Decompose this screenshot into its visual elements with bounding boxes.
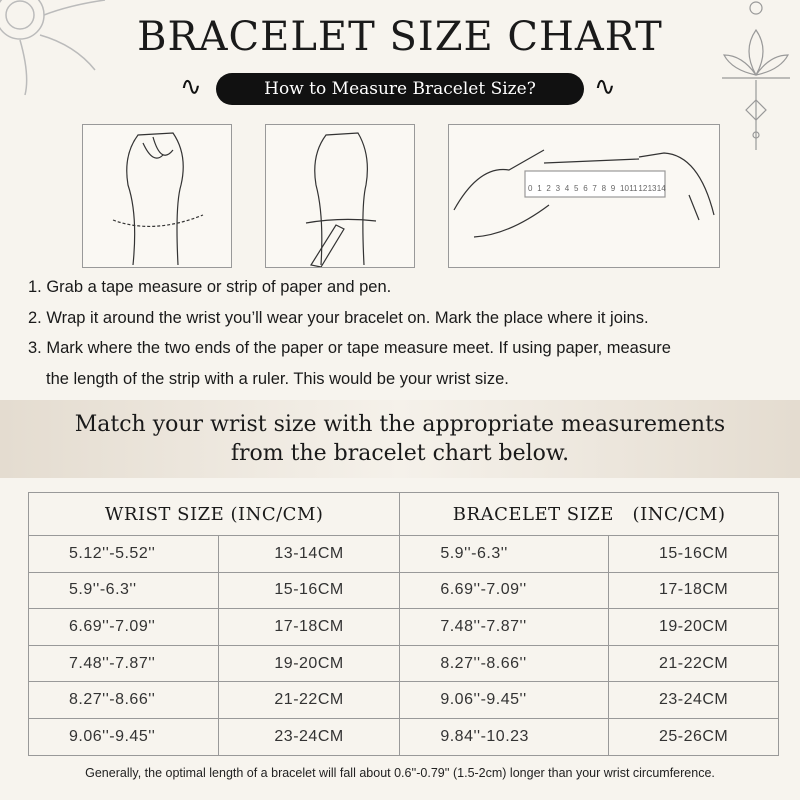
step-1: 1. Grab a tape measure or strip of paper… bbox=[28, 278, 392, 296]
step-2: 2. Wrap it around the wrist you’ll wear … bbox=[28, 308, 649, 327]
wrist-cm-cell: 21-22CM bbox=[217, 681, 401, 719]
bracelet-cm-cell: 17-18CM bbox=[608, 571, 779, 610]
lotus-decoration bbox=[722, 1, 790, 150]
illustration-pen-mark bbox=[265, 124, 415, 268]
table-row: 7.48''-7.87'' 19-20CM 8.27''-8.66'' 21-22CM bbox=[28, 644, 779, 683]
swirl-right-icon: ∿ bbox=[594, 72, 616, 102]
page-title: BRACELET SIZE CHART bbox=[137, 14, 663, 60]
mandala-corner-decoration bbox=[0, 0, 106, 96]
ruler-number: 5 bbox=[574, 184, 579, 193]
bracelet-cm-cell: 25-26CM bbox=[608, 717, 779, 756]
ruler-number: 6 bbox=[583, 184, 588, 193]
bracelet-inch-cell: 6.69''-7.09'' bbox=[399, 571, 610, 610]
bracelet-cm-cell: 21-22CM bbox=[608, 644, 779, 683]
wrist-inch-cell: 7.48''-7.87'' bbox=[28, 644, 219, 683]
wrist-inch-cell: 5.12''-5.52'' bbox=[28, 535, 219, 573]
ruler-number: 13 bbox=[648, 184, 657, 193]
ruler-number: 10 bbox=[620, 184, 629, 193]
bracelet-cm-cell: 23-24CM bbox=[608, 681, 779, 719]
step-3-continued: the length of the strip with a ruler. Th… bbox=[46, 369, 509, 388]
wrist-cm-cell: 15-16CM bbox=[217, 571, 401, 610]
header-bracelet-size: BRACELET SIZE (INC/CM) bbox=[399, 492, 779, 536]
wrist-cm-cell: 19-20CM bbox=[217, 644, 401, 683]
illustration-hand-wrap bbox=[82, 124, 232, 268]
ruler-number: 0 bbox=[528, 184, 533, 193]
bracelet-cm-cell: 15-16CM bbox=[608, 535, 779, 573]
ruler-number: 9 bbox=[611, 184, 616, 193]
wrist-cm-cell: 23-24CM bbox=[217, 717, 401, 756]
bracelet-inch-cell: 8.27''-8.66'' bbox=[399, 644, 610, 683]
ruler-number: 2 bbox=[546, 184, 551, 193]
footnote: Generally, the optimal length of a brace… bbox=[85, 766, 715, 780]
ruler-number: 4 bbox=[565, 184, 570, 193]
table-row: 5.12''-5.52'' 13-14CM 5.9''-6.3'' 15-16CM bbox=[28, 535, 779, 573]
table-row: 9.06''-9.45'' 23-24CM 9.84''-10.23 25-26CM bbox=[28, 717, 779, 756]
banner-line-2: from the bracelet chart below. bbox=[230, 441, 570, 466]
table-row: 8.27''-8.66'' 21-22CM 9.06''-9.45'' 23-24CM bbox=[28, 681, 779, 719]
banner-line-1: Match your wrist size with the appropria… bbox=[74, 412, 726, 437]
ruler-number: 12 bbox=[638, 184, 647, 193]
wrist-cm-cell: 13-14CM bbox=[217, 535, 401, 573]
bracelet-inch-cell: 5.9''-6.3'' bbox=[399, 535, 610, 573]
wrist-inch-cell: 6.69''-7.09'' bbox=[28, 608, 219, 646]
size-chart-table: WRIST SIZE (INC/CM) BRACELET SIZE (INC/C… bbox=[27, 492, 779, 756]
ruler-number: 14 bbox=[657, 184, 666, 193]
ruler-number: 1 bbox=[537, 184, 542, 193]
step-3: 3. Mark where the two ends of the paper … bbox=[28, 339, 671, 357]
bracelet-inch-cell: 9.06''-9.45'' bbox=[399, 681, 610, 719]
wrist-inch-cell: 9.06''-9.45'' bbox=[28, 717, 219, 756]
bracelet-cm-cell: 19-20CM bbox=[608, 608, 779, 646]
wrist-inch-cell: 8.27''-8.66'' bbox=[28, 681, 219, 719]
measuring-steps: 1. Grab a tape measure or strip of paper… bbox=[28, 272, 788, 394]
ruler-number: 8 bbox=[602, 184, 607, 193]
illustration-ruler: 0 1 2 3 4 5 6 7 8 9 10 11 12 13 14 bbox=[448, 124, 720, 268]
wrist-cm-cell: 17-18CM bbox=[217, 608, 401, 646]
ruler-number: 7 bbox=[592, 184, 597, 193]
table-row: 5.9''-6.3'' 15-16CM 6.69''-7.09'' 17-18CM bbox=[28, 571, 779, 610]
subtitle-pill: How to Measure Bracelet Size? bbox=[216, 73, 584, 105]
table-row: 6.69''-7.09'' 17-18CM 7.48''-7.87'' 19-20CM bbox=[28, 608, 779, 646]
swirl-left-icon: ∿ bbox=[180, 72, 202, 102]
ruler-number: 11 bbox=[629, 184, 638, 193]
ruler-number: 3 bbox=[556, 184, 561, 193]
header-wrist-size: WRIST SIZE (INC/CM) bbox=[27, 492, 401, 536]
bracelet-inch-cell: 7.48''-7.87'' bbox=[399, 608, 610, 646]
wrist-inch-cell: 5.9''-6.3'' bbox=[28, 571, 219, 610]
bracelet-inch-cell: 9.84''-10.23 bbox=[399, 717, 610, 756]
instruction-banner: Match your wrist size with the appropria… bbox=[0, 400, 800, 478]
